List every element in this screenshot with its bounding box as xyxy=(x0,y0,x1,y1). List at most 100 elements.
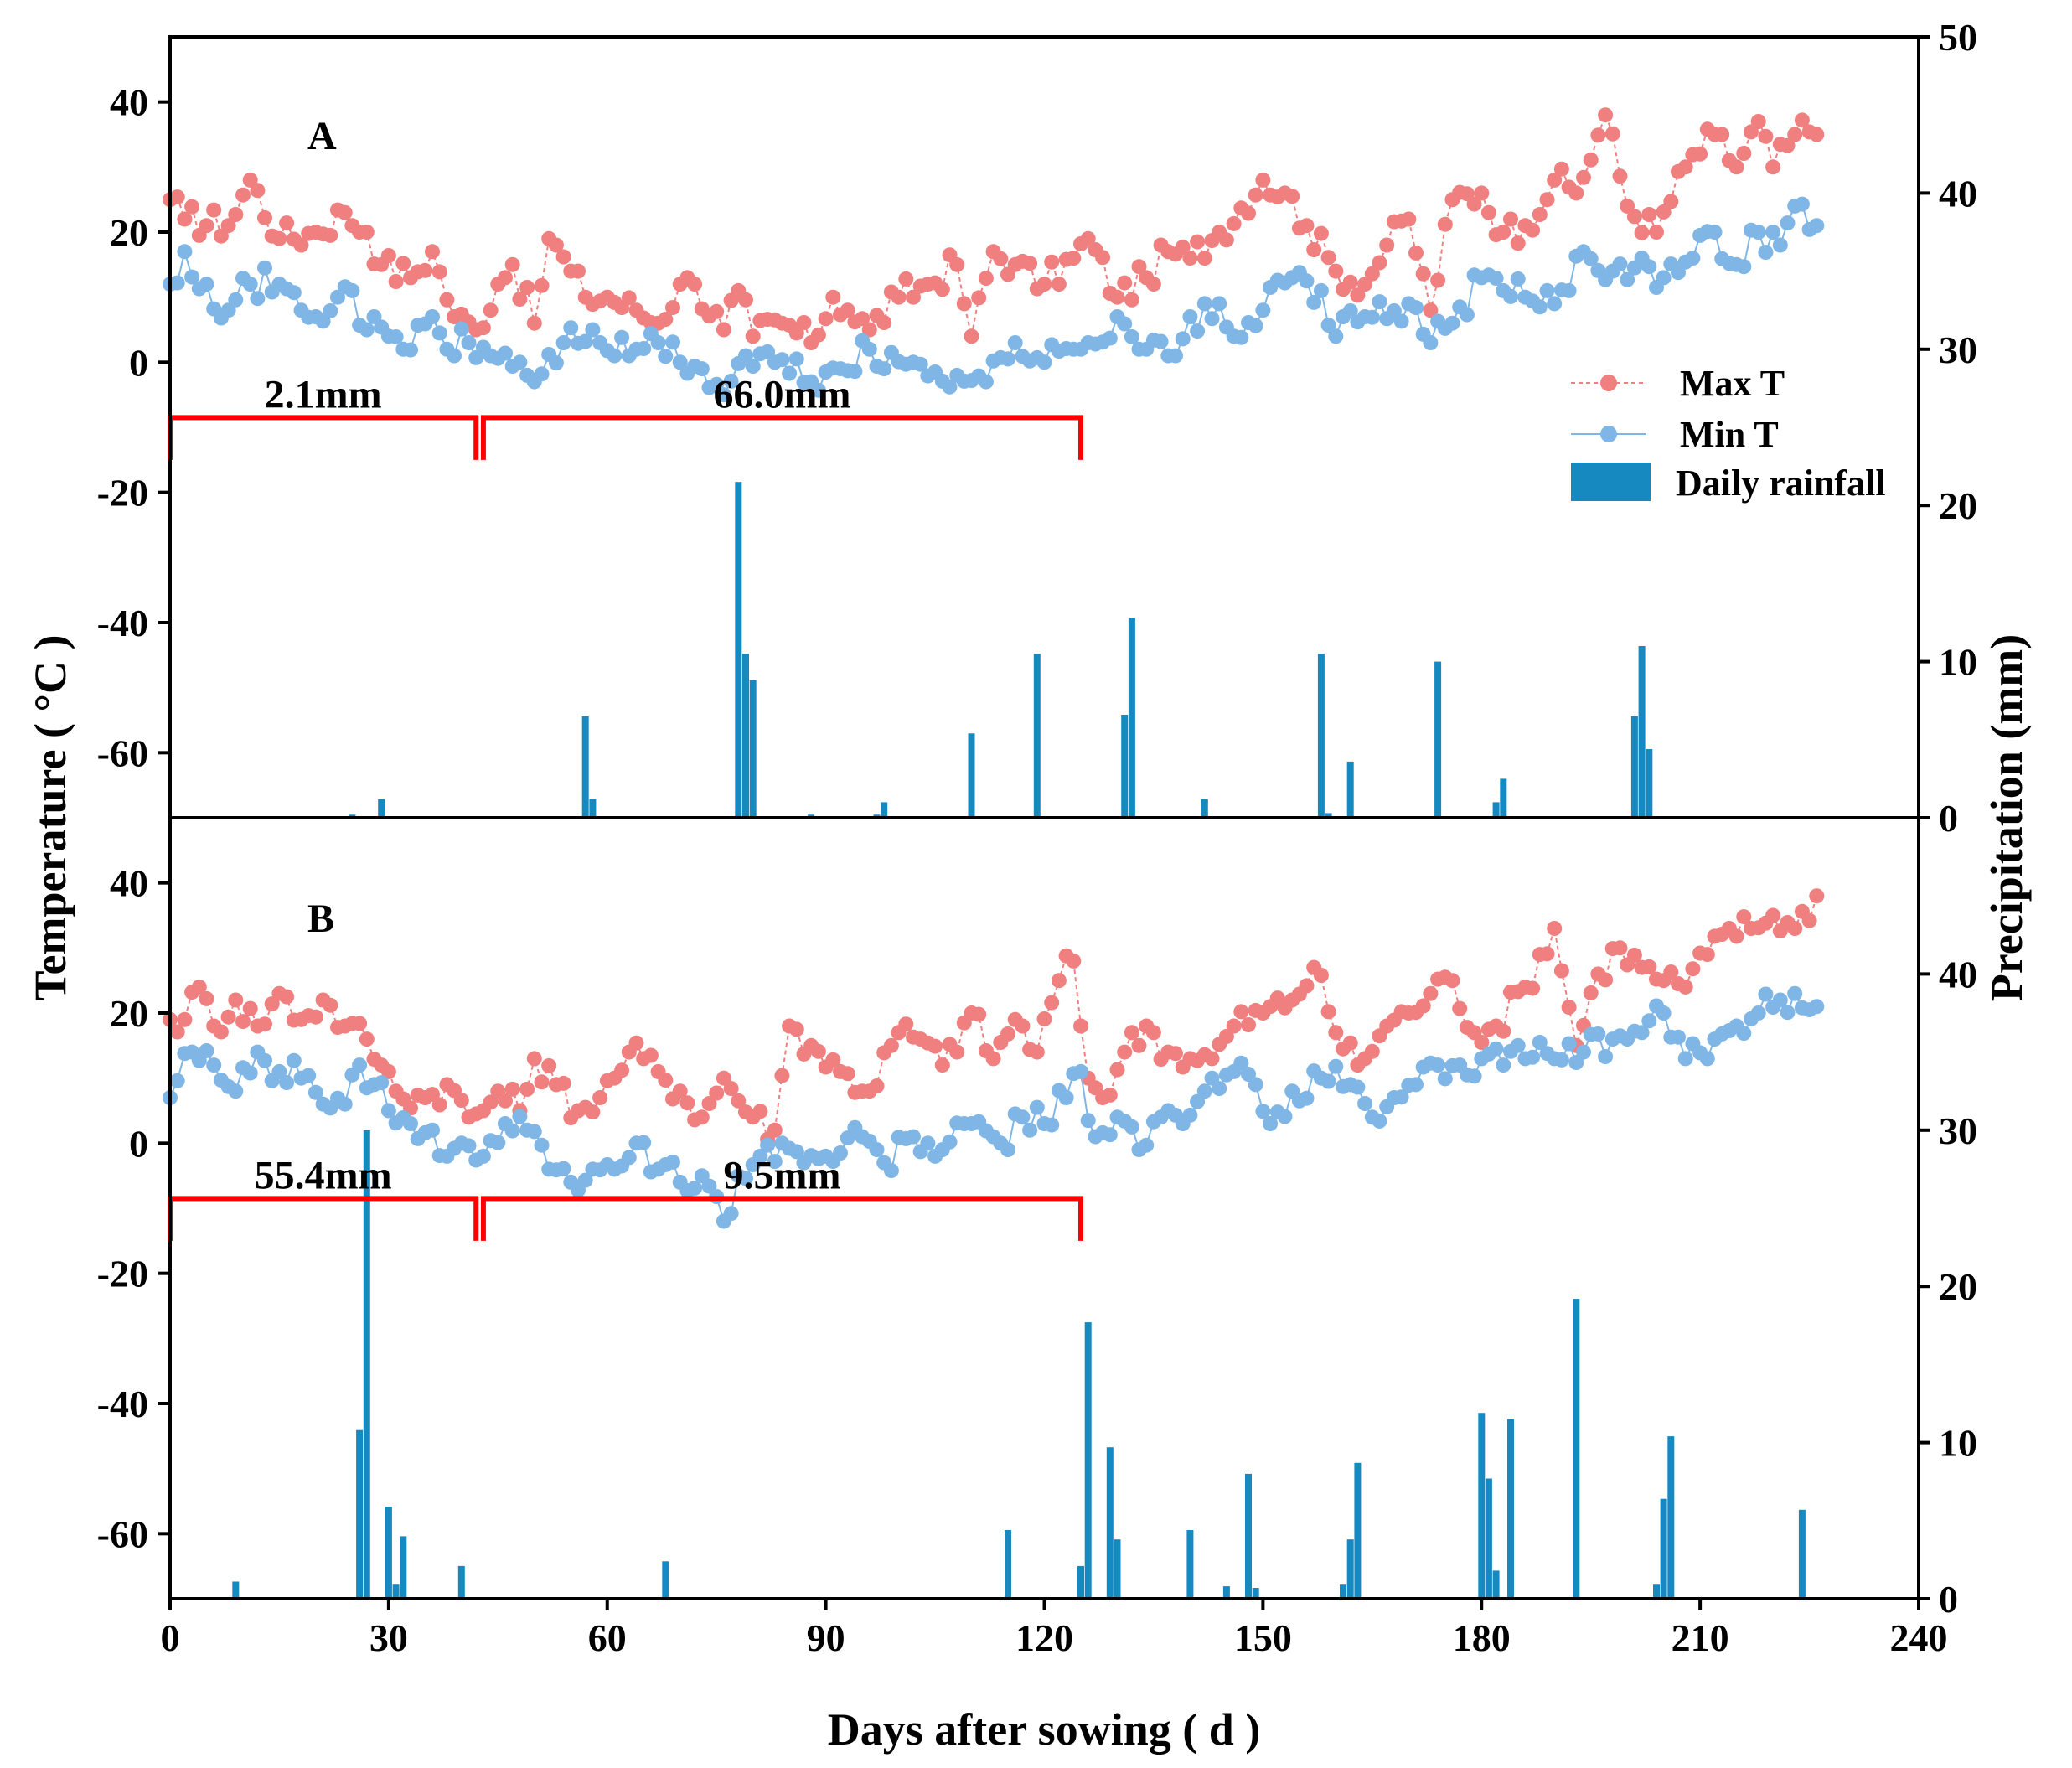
max-temperature-point-a-36 xyxy=(425,244,440,260)
panel-label-a: A xyxy=(307,114,337,158)
max-temperature-point-b-176 xyxy=(1444,973,1460,989)
max-temperature-point-a-202 xyxy=(1634,225,1650,240)
min-temperature-point-a-2 xyxy=(177,244,193,260)
min-temperature-point-b-30 xyxy=(380,1103,396,1119)
min-temperature-point-b-77 xyxy=(723,1206,739,1222)
min-temperature-point-b-222 xyxy=(1780,1005,1796,1021)
min-temperature-point-b-20 xyxy=(307,1084,323,1100)
max-temperature-point-a-159 xyxy=(1320,250,1336,266)
rain-bar-a-182 xyxy=(1492,802,1500,818)
max-temperature-point-b-49 xyxy=(519,1081,535,1097)
min-temperature-point-a-158 xyxy=(1313,282,1329,298)
max-temperature-point-b-130 xyxy=(1109,1062,1125,1078)
max-temperature-point-a-27 xyxy=(359,225,375,240)
min-temperature-point-a-138 xyxy=(1168,348,1183,364)
min-temperature-point-a-5 xyxy=(199,277,214,292)
min-temperature-point-a-85 xyxy=(782,365,798,381)
max-temperature-point-a-213 xyxy=(1714,127,1730,142)
max-temperature-point-a-145 xyxy=(1218,232,1234,248)
min-temperature-point-a-36 xyxy=(425,309,440,324)
min-temperature-point-a-48 xyxy=(512,354,528,370)
max-temperature-point-a-51 xyxy=(534,277,550,293)
legend-rain-swatch xyxy=(1571,463,1651,501)
max-temperature-point-a-110 xyxy=(964,328,979,344)
max-temperature-point-b-7 xyxy=(213,1024,229,1040)
max-temperature-point-a-120 xyxy=(1036,277,1052,292)
max-temperature-point-b-131 xyxy=(1117,1044,1133,1060)
min-temperature-point-b-99 xyxy=(883,1163,899,1178)
min-temperature-point-b-79 xyxy=(738,1171,753,1186)
max-temperature-point-b-78 xyxy=(731,1093,747,1109)
min-temperature-point-a-144 xyxy=(1212,296,1227,312)
min-temperature-point-a-103 xyxy=(912,356,928,372)
min-temperature-point-a-160 xyxy=(1328,328,1344,344)
max-temperature-point-b-124 xyxy=(1066,953,1082,969)
max-temperature-point-a-54 xyxy=(555,249,571,265)
max-temperature-point-b-195 xyxy=(1583,985,1599,1000)
min-temperature-point-b-175 xyxy=(1437,1071,1453,1087)
min-temperature-point-a-31 xyxy=(388,329,404,344)
max-temperature-point-b-9 xyxy=(228,992,244,1008)
min-temperature-point-a-25 xyxy=(344,282,360,298)
min-temperature-point-b-92 xyxy=(833,1145,848,1161)
min-temperature-point-b-54 xyxy=(555,1161,571,1176)
bracket-a-1 xyxy=(480,415,1083,460)
max-temperature-point-b-172 xyxy=(1415,998,1431,1014)
max-temperature-point-a-174 xyxy=(1430,272,1446,288)
bracket-label-b-0: 55.4mm xyxy=(255,1153,392,1197)
min-temperature-point-a-209 xyxy=(1685,251,1701,266)
left-tick-label-a-20: 20 xyxy=(110,211,148,254)
rain-bar-a-202 xyxy=(1638,646,1646,818)
max-temperature-point-b-119 xyxy=(1029,1044,1045,1060)
min-temperature-point-b-207 xyxy=(1671,1029,1686,1045)
rain-bar-b-140 xyxy=(1186,1530,1194,1599)
max-temperature-point-b-120 xyxy=(1036,1011,1052,1026)
min-temperature-point-a-61 xyxy=(607,348,623,364)
min-temperature-point-a-176 xyxy=(1444,315,1460,331)
max-temperature-point-b-75 xyxy=(709,1085,725,1101)
legend: Max T Min T Daily rainfall xyxy=(1571,363,1886,504)
max-temperature-point-b-111 xyxy=(971,1006,987,1022)
legend-item-max-t: Max T xyxy=(1571,363,1785,404)
max-temperature-point-b-81 xyxy=(752,1104,768,1119)
rain-bar-a-201 xyxy=(1630,716,1638,818)
min-temperature-point-a-54 xyxy=(555,335,571,350)
max-temperature-point-b-10 xyxy=(235,1014,251,1030)
min-temperature-point-a-185 xyxy=(1510,271,1526,287)
x-tick-label-60: 60 xyxy=(588,1616,627,1659)
min-temperature-point-b-185 xyxy=(1510,1037,1526,1053)
min-temperature-point-b-202 xyxy=(1634,1025,1650,1041)
max-temperature-point-a-5 xyxy=(199,218,214,234)
min-temperature-point-a-94 xyxy=(847,364,863,380)
min-temperature-point-a-141 xyxy=(1190,323,1206,339)
max-temperature-point-a-100 xyxy=(891,289,907,305)
max-temperature-point-b-211 xyxy=(1699,947,1715,963)
rain-bar-b-206 xyxy=(1667,1436,1675,1599)
max-temperature-point-a-12 xyxy=(250,183,266,199)
max-temperature-point-a-133 xyxy=(1131,259,1147,275)
max-temperature-point-a-44 xyxy=(483,302,499,318)
right-tick-label-a-10: 10 xyxy=(1939,641,1977,684)
min-temperature-point-b-65 xyxy=(636,1135,652,1150)
min-temperature-point-a-70 xyxy=(672,354,688,370)
max-temperature-point-b-47 xyxy=(504,1081,520,1097)
rain-bar-a-142 xyxy=(1201,799,1208,818)
max-temperature-point-a-31 xyxy=(388,274,404,289)
min-temperature-point-b-151 xyxy=(1263,1116,1279,1131)
max-temperature-point-a-75 xyxy=(709,303,725,319)
min-temperature-point-b-203 xyxy=(1641,1013,1657,1029)
max-temperature-point-a-158 xyxy=(1313,225,1329,241)
max-temperature-point-a-201 xyxy=(1626,209,1642,225)
min-temperature-point-b-218 xyxy=(1750,1005,1766,1021)
min-temperature-point-a-224 xyxy=(1794,196,1810,212)
max-temperature-point-a-131 xyxy=(1117,275,1133,291)
rain-bar-b-31 xyxy=(392,1584,400,1599)
min-temperature-point-b-132 xyxy=(1124,1119,1139,1135)
min-temperature-point-b-63 xyxy=(621,1150,637,1166)
min-temperature-point-b-45 xyxy=(490,1135,506,1150)
left-tick-label-b-40: 40 xyxy=(110,862,148,905)
x-tick-label-120: 120 xyxy=(1015,1616,1073,1659)
min-temperature-point-a-139 xyxy=(1175,331,1191,347)
max-temperature-point-b-74 xyxy=(701,1096,717,1111)
max-temperature-point-b-132 xyxy=(1124,1025,1139,1041)
